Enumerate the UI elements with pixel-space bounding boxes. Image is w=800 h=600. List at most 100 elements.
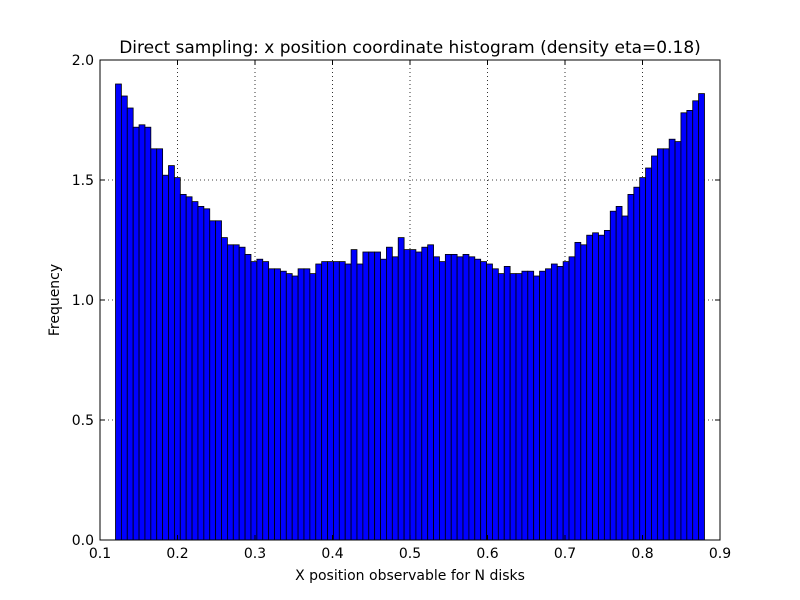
histogram-bar xyxy=(545,268,552,541)
y-axis-label: Frequency xyxy=(47,264,63,336)
histogram-bar xyxy=(562,261,570,541)
histogram-bar xyxy=(692,100,700,541)
histogram-bar xyxy=(238,246,246,541)
histogram-bar xyxy=(503,265,511,541)
histogram-bar xyxy=(450,253,458,541)
histogram-bar xyxy=(492,268,499,541)
chart-title: Direct sampling: x position coordinate h… xyxy=(119,38,701,58)
histogram-bar xyxy=(462,253,470,541)
histogram-bar xyxy=(303,268,311,541)
histogram-bar xyxy=(268,268,275,541)
histogram-bar xyxy=(686,110,694,541)
histogram-bar xyxy=(651,155,658,541)
histogram-bar xyxy=(444,253,452,541)
histogram-bar xyxy=(574,241,582,541)
histogram-bar xyxy=(203,208,211,541)
histogram-bar xyxy=(639,177,647,541)
histogram-bar xyxy=(621,215,629,541)
histogram-bar xyxy=(380,258,387,541)
histogram-bar xyxy=(274,268,281,541)
y-tick-label: 0.5 xyxy=(72,413,94,429)
histogram-bar xyxy=(698,93,705,541)
histogram-bar xyxy=(509,273,517,541)
histogram-bar xyxy=(480,261,487,541)
x-tick-label: 0.4 xyxy=(321,546,343,562)
histogram-bar xyxy=(215,220,222,541)
histogram-bar xyxy=(221,237,228,541)
histogram-bar xyxy=(197,205,205,541)
histogram-bar xyxy=(598,234,605,541)
histogram-bar xyxy=(474,258,482,541)
histogram-bar xyxy=(603,229,611,541)
histogram-bar xyxy=(374,251,381,541)
histogram-bar xyxy=(280,270,287,541)
histogram-bar xyxy=(521,270,529,541)
histogram-bar xyxy=(256,258,264,541)
histogram-bar xyxy=(368,251,376,541)
x-tick-label: 0.3 xyxy=(244,546,266,562)
histogram-bar xyxy=(350,249,358,541)
histogram-bar xyxy=(244,253,252,541)
histogram-bar xyxy=(179,193,187,541)
histogram-bar xyxy=(185,196,193,541)
histogram-bar xyxy=(291,275,299,541)
axis-ticks: 0.1 0.2 0.3 0.4 0.5 0.6 0.7 0.8 0.9 0.0 0.5 1.0 1.5 2… xyxy=(72,53,731,562)
y-tick-label: 2.0 xyxy=(72,53,94,69)
histogram-bar xyxy=(115,83,122,541)
histogram-bar xyxy=(415,251,423,541)
x-tick-label: 0.2 xyxy=(166,546,188,562)
histogram-bar xyxy=(333,261,340,541)
histogram-bar xyxy=(309,273,317,541)
histogram-bar xyxy=(515,273,523,541)
y-tick-label: 1.5 xyxy=(72,173,94,189)
histogram-bar xyxy=(533,275,540,541)
histogram-bar xyxy=(144,126,152,541)
histogram-bar xyxy=(456,256,464,541)
histogram-bar xyxy=(173,177,181,541)
histogram-bar xyxy=(656,148,664,541)
histogram-bar xyxy=(403,249,411,541)
histogram-bar xyxy=(550,263,558,541)
histogram-bar xyxy=(191,201,199,541)
histogram-bar xyxy=(568,256,576,541)
histogram-bar xyxy=(262,261,270,541)
histogram-bar xyxy=(227,244,234,541)
histogram-bar xyxy=(645,167,652,541)
histogram-bar xyxy=(356,263,364,541)
histogram-bar xyxy=(338,261,346,541)
histogram-bar xyxy=(285,273,293,541)
histogram-bar xyxy=(168,165,175,541)
histogram-bar xyxy=(209,220,217,541)
histogram-bar xyxy=(497,273,505,541)
y-tick-label: 1.0 xyxy=(72,293,94,309)
histogram-bar xyxy=(409,249,417,541)
histogram-bar xyxy=(344,263,352,541)
histogram-bar xyxy=(674,141,682,541)
histogram-bar xyxy=(668,138,676,541)
x-tick-label: 0.9 xyxy=(709,546,731,562)
histogram-bar xyxy=(150,148,158,541)
histogram-bar xyxy=(627,193,635,541)
histogram-bar xyxy=(486,263,493,541)
x-tick-label: 0.8 xyxy=(631,546,653,562)
x-axis-label: X position observable for N disks xyxy=(295,568,525,584)
histogram-bar xyxy=(315,263,323,541)
histogram-bar xyxy=(556,265,564,541)
histogram-bar xyxy=(468,256,476,541)
x-tick-label: 0.1 xyxy=(89,546,111,562)
histogram-bar xyxy=(662,148,670,541)
histogram-bar xyxy=(615,205,623,541)
histogram-bar xyxy=(586,234,593,541)
histogram-bar xyxy=(132,126,140,541)
histogram-bar xyxy=(297,268,305,541)
histogram-bar xyxy=(126,107,134,541)
histogram-bar xyxy=(120,95,128,541)
histogram-bar xyxy=(391,256,399,541)
histogram-bar xyxy=(580,244,588,541)
histogram-bar xyxy=(539,270,546,541)
histogram-bar xyxy=(527,270,535,541)
x-tick-label: 0.7 xyxy=(554,546,576,562)
histogram-bar xyxy=(162,174,169,541)
y-tick-label: 0.0 xyxy=(72,533,94,549)
